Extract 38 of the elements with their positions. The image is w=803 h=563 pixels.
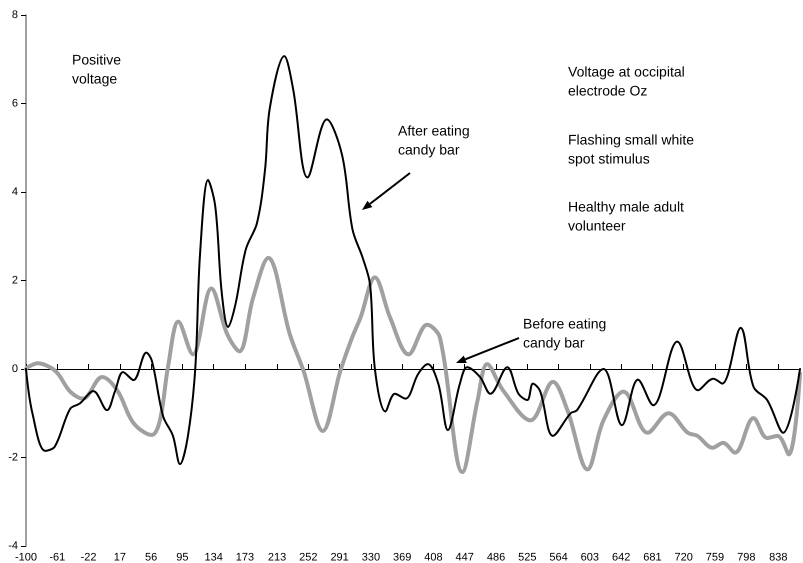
x-tick-label: 369 — [392, 552, 412, 563]
x-tick-label: 564 — [549, 552, 568, 563]
x-tick-label: -22 — [80, 552, 97, 563]
x-tick-label: 17 — [114, 552, 126, 563]
x-tick-label: 213 — [268, 552, 286, 563]
x-tick-label: 720 — [674, 552, 693, 563]
annotation: Flashing small white spot stimulus — [568, 132, 698, 166]
x-tick-label: 173 — [236, 552, 254, 563]
x-tick-label: 134 — [204, 552, 223, 563]
x-tick-label: 603 — [580, 552, 600, 563]
y-axis-title: Positive voltage — [72, 52, 122, 86]
x-tick-label: 642 — [612, 552, 630, 563]
y-tick-label: 0 — [12, 363, 18, 375]
y-tick-label: 6 — [12, 98, 18, 110]
x-tick-label: -61 — [49, 552, 66, 563]
x-tick-label: 95 — [176, 552, 189, 563]
annotation: Voltage at occipital electrode Oz — [568, 64, 689, 98]
x-tick-label: 681 — [643, 552, 662, 563]
annotation: Before eating candy bar — [523, 316, 606, 350]
x-tick-label: 798 — [737, 552, 756, 563]
x-tick-label: 838 — [769, 552, 788, 563]
x-tick-label: 252 — [299, 552, 318, 563]
y-tick-label: 2 — [12, 274, 18, 286]
x-tick-label: 408 — [424, 552, 443, 563]
y-tick-label: -4 — [8, 540, 18, 552]
y-tick-label: 4 — [12, 186, 18, 198]
x-tick-label: 291 — [330, 552, 349, 563]
x-tick-label: 525 — [518, 552, 536, 563]
x-tick-label: -100 — [14, 552, 38, 563]
y-tick-label: 8 — [12, 9, 18, 21]
x-tick-label: 330 — [362, 552, 380, 563]
x-tick-label: 486 — [486, 552, 506, 563]
x-tick-label: 759 — [706, 552, 724, 563]
annotation: Healthy male adult volunteer — [568, 198, 688, 234]
y-tick-label: -2 — [8, 452, 18, 464]
annotation: After eating candy bar — [398, 122, 470, 158]
x-tick-label: 56 — [145, 552, 158, 563]
x-tick-label: 447 — [456, 552, 474, 563]
